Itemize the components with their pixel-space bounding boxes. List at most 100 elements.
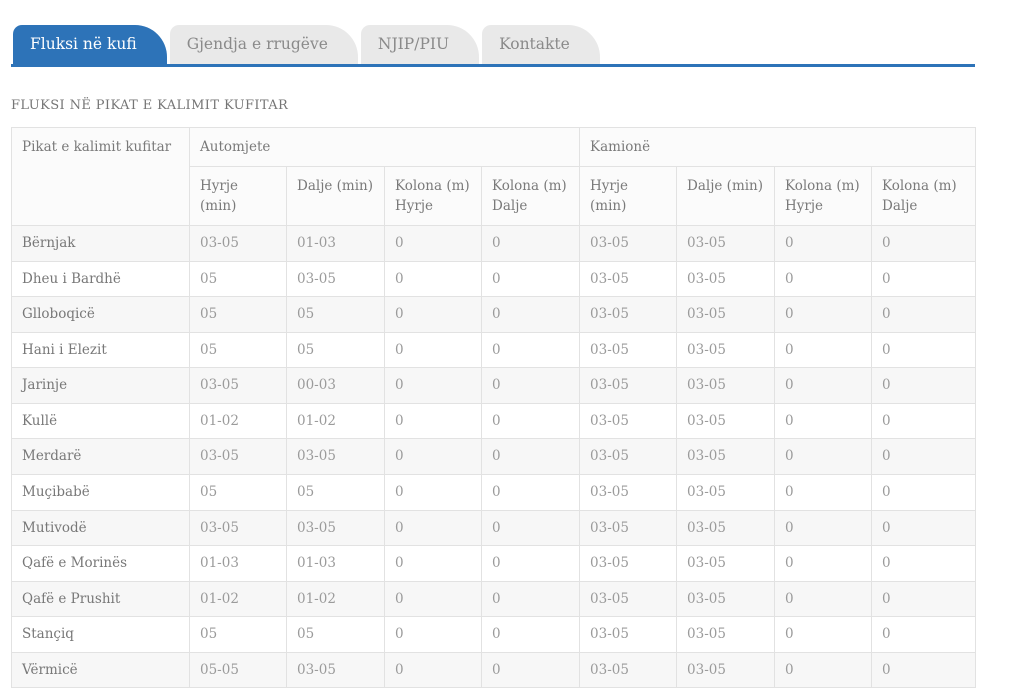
- group-header-kamione: Kamionë: [579, 126, 977, 168]
- row-value: 0: [774, 509, 873, 547]
- row-value: 0: [774, 260, 873, 298]
- row-value: 0: [774, 438, 873, 476]
- row-value: 0: [774, 402, 873, 440]
- row-value: 03-05: [579, 225, 678, 262]
- column-header-kam-hyrje: Hyrje (min): [579, 166, 678, 227]
- row-value: 0: [774, 474, 873, 511]
- row-value: 0: [871, 616, 977, 653]
- row-value: 0: [384, 296, 482, 333]
- row-value: 03-05: [579, 651, 678, 689]
- row-value: 05: [189, 616, 287, 653]
- row-value: 00-03: [286, 367, 385, 404]
- row-value: 03-05: [579, 580, 678, 618]
- row-value: 0: [384, 402, 482, 440]
- row-value: 03-05: [676, 580, 776, 618]
- row-value: 0: [480, 438, 581, 476]
- row-value: 0: [871, 580, 977, 618]
- row-value: 0: [774, 331, 873, 369]
- tab-kontakte[interactable]: Kontakte: [482, 25, 600, 64]
- row-value: 03-05: [676, 651, 776, 689]
- row-value: 0: [871, 331, 977, 369]
- row-name: Merdarë: [11, 438, 190, 476]
- row-value: 03-05: [579, 296, 678, 333]
- row-value: 03-05: [676, 331, 776, 369]
- tab-gjendja-e-rrugeve[interactable]: Gjendja e rrugëve: [169, 25, 358, 64]
- row-value: 03-05: [579, 474, 678, 511]
- tab-njip-piu[interactable]: NJIP/PIU: [360, 25, 480, 64]
- row-value: 03-05: [676, 616, 776, 653]
- table-header: Pikat e kalimit kufitar Automjete Kamion…: [11, 126, 977, 227]
- row-value: 0: [384, 331, 482, 369]
- row-value: 01-02: [189, 580, 287, 618]
- row-value: 0: [384, 367, 482, 404]
- row-value: 03-05: [579, 367, 678, 404]
- table-row: Qafë e Morinës 01-03 01-03 0 0 03-05 03-…: [11, 545, 977, 582]
- row-name: Qafë e Morinës: [11, 545, 190, 582]
- table-row: Glloboqicë 05 05 0 0 03-05 03-05 0 0: [11, 296, 977, 333]
- row-name: Glloboqicë: [11, 296, 190, 333]
- row-name: Stançiq: [11, 616, 190, 653]
- row-value: 0: [384, 260, 482, 298]
- table-row: Vërmicë 05-05 03-05 0 0 03-05 03-05 0 0: [11, 651, 977, 689]
- column-header-auto-kolona-hyrje: Kolona (m) Hyrje: [384, 166, 482, 227]
- row-value: 0: [774, 616, 873, 653]
- row-value: 05: [286, 296, 385, 333]
- row-value: 03-05: [676, 402, 776, 440]
- tab-fluksi-ne-kufi[interactable]: Fluksi në kufi: [13, 25, 167, 64]
- row-value: 0: [480, 331, 581, 369]
- row-value: 01-02: [189, 402, 287, 440]
- row-value: 0: [871, 438, 977, 476]
- row-value: 03-05: [579, 616, 678, 653]
- row-name: Kullë: [11, 402, 190, 440]
- row-value: 0: [480, 474, 581, 511]
- row-value: 0: [871, 296, 977, 333]
- column-header-kam-kolona-dalje: Kolona (m) Dalje: [871, 166, 977, 227]
- row-value: 03-05: [676, 438, 776, 476]
- table-row: Hani i Elezit 05 05 0 0 03-05 03-05 0 0: [11, 331, 977, 369]
- row-name: Vërmicë: [11, 651, 190, 689]
- row-value: 03-05: [676, 474, 776, 511]
- row-value: 0: [480, 616, 581, 653]
- row-name: Qafë e Prushit: [11, 580, 190, 618]
- row-value: 05: [189, 260, 287, 298]
- row-value: 0: [774, 651, 873, 689]
- column-header-auto-hyrje: Hyrje (min): [189, 166, 287, 227]
- row-value: 0: [774, 225, 873, 262]
- row-value: 0: [774, 296, 873, 333]
- row-value: 0: [480, 651, 581, 689]
- row-value: 03-05: [579, 402, 678, 440]
- row-value: 0: [774, 367, 873, 404]
- row-value: 03-05: [676, 296, 776, 333]
- row-value: 01-02: [286, 580, 385, 618]
- row-value: 0: [774, 545, 873, 582]
- row-value: 0: [871, 367, 977, 404]
- row-value: 05: [286, 331, 385, 369]
- row-name: Mutivodë: [11, 509, 190, 547]
- content-container: Fluksi në kufi Gjendja e rrugëve NJIP/PI…: [11, 25, 977, 690]
- row-value: 0: [871, 260, 977, 298]
- row-name: Muçibabë: [11, 474, 190, 511]
- row-value: 01-03: [286, 225, 385, 262]
- row-value: 03-05: [579, 331, 678, 369]
- row-value: 03-05: [676, 260, 776, 298]
- group-header-automjete: Automjete: [188, 126, 581, 168]
- row-value: 0: [384, 509, 482, 547]
- row-value: 03-05: [189, 509, 287, 547]
- row-value: 03-05: [579, 438, 678, 476]
- row-value: 03-05: [286, 438, 385, 476]
- column-header-auto-kolona-dalje: Kolona (m) Dalje: [480, 166, 581, 227]
- row-value: 0: [480, 225, 581, 262]
- row-value: 0: [384, 474, 482, 511]
- row-value: 01-03: [286, 545, 385, 582]
- page-title: FLUKSI NË PIKAT E KALIMIT KUFITAR: [11, 97, 289, 113]
- row-value: 0: [384, 651, 482, 689]
- row-value: 03-05: [189, 367, 287, 404]
- row-value: 05: [286, 616, 385, 653]
- row-value: 03-05: [286, 509, 385, 547]
- row-value: 0: [480, 367, 581, 404]
- row-value: 0: [774, 580, 873, 618]
- row-value: 03-05: [579, 260, 678, 298]
- row-value: 01-03: [189, 545, 287, 582]
- tab-bar: Fluksi në kufi Gjendja e rrugëve NJIP/PI…: [11, 25, 975, 67]
